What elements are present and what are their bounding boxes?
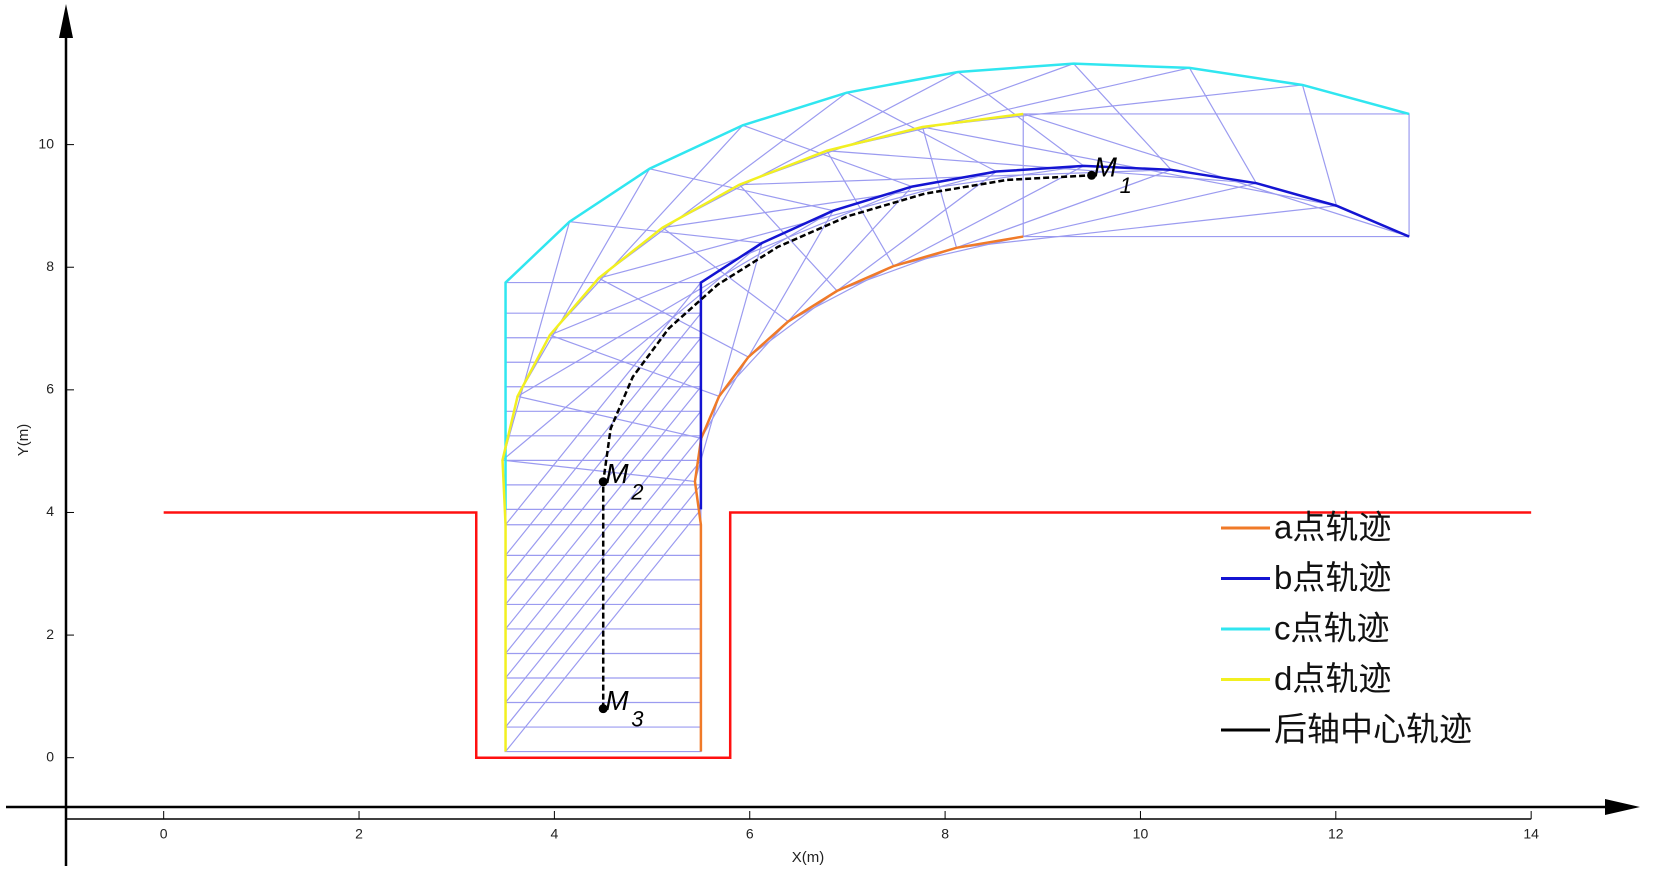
legend-label: a点轨迹 (1274, 509, 1391, 546)
vehicle-outline (661, 71, 1085, 323)
y-tick-label: 0 (46, 748, 54, 764)
legend-label: c点轨迹 (1274, 610, 1390, 647)
annotation-subscript: 1 (1120, 173, 1132, 198)
annotation-point (598, 477, 608, 487)
annotation-label: M (605, 685, 629, 716)
vehicle-outline (597, 91, 998, 358)
trajectory-line (501, 112, 1024, 752)
x-tick-label: 4 (550, 826, 558, 842)
y-tick-label: 10 (38, 135, 54, 151)
vehicle-outline (921, 84, 1338, 249)
y-tick-label: 8 (46, 258, 54, 274)
annotation-label: M (1094, 152, 1118, 183)
annotation-subscript: 3 (631, 706, 644, 731)
x-tick-label: 0 (160, 826, 168, 842)
boundary-line (163, 511, 1532, 759)
vehicle-outline (515, 168, 835, 439)
vehicle-outline (825, 67, 1258, 267)
y-axis-label: Y(m) (15, 424, 32, 457)
vehicle-outline (1022, 113, 1410, 238)
trajectory-line (693, 235, 1024, 752)
x-tick-label: 10 (1133, 826, 1149, 842)
trajectory-line (504, 62, 1410, 510)
y-tick-label: 2 (46, 626, 54, 642)
x-axis-arrow (1605, 799, 1640, 815)
vehicle-outline (738, 62, 1173, 292)
x-tick-label: 2 (355, 826, 363, 842)
trajectory-line (699, 164, 1410, 510)
y-axis-arrow (59, 4, 73, 38)
annotation-point (598, 704, 608, 714)
x-tick-label: 12 (1328, 826, 1344, 842)
x-tick-label: 8 (941, 826, 949, 842)
x-tick-label: 6 (746, 826, 754, 842)
x-tick-label: 14 (1523, 826, 1539, 842)
annotation-point (1087, 170, 1097, 180)
y-tick-label: 6 (46, 381, 54, 397)
legend-label: d点轨迹 (1274, 660, 1391, 697)
annotation-label: M (605, 458, 629, 489)
vehicle-outline (548, 124, 914, 398)
vehicle-outline (501, 221, 763, 483)
legend-label: 后轴中心轨迹 (1274, 711, 1472, 748)
annotation-subscript: 2 (630, 480, 643, 505)
legend-label: b点轨迹 (1274, 559, 1391, 596)
x-axis-label: X(m) (792, 849, 825, 866)
y-tick-label: 4 (46, 503, 54, 519)
